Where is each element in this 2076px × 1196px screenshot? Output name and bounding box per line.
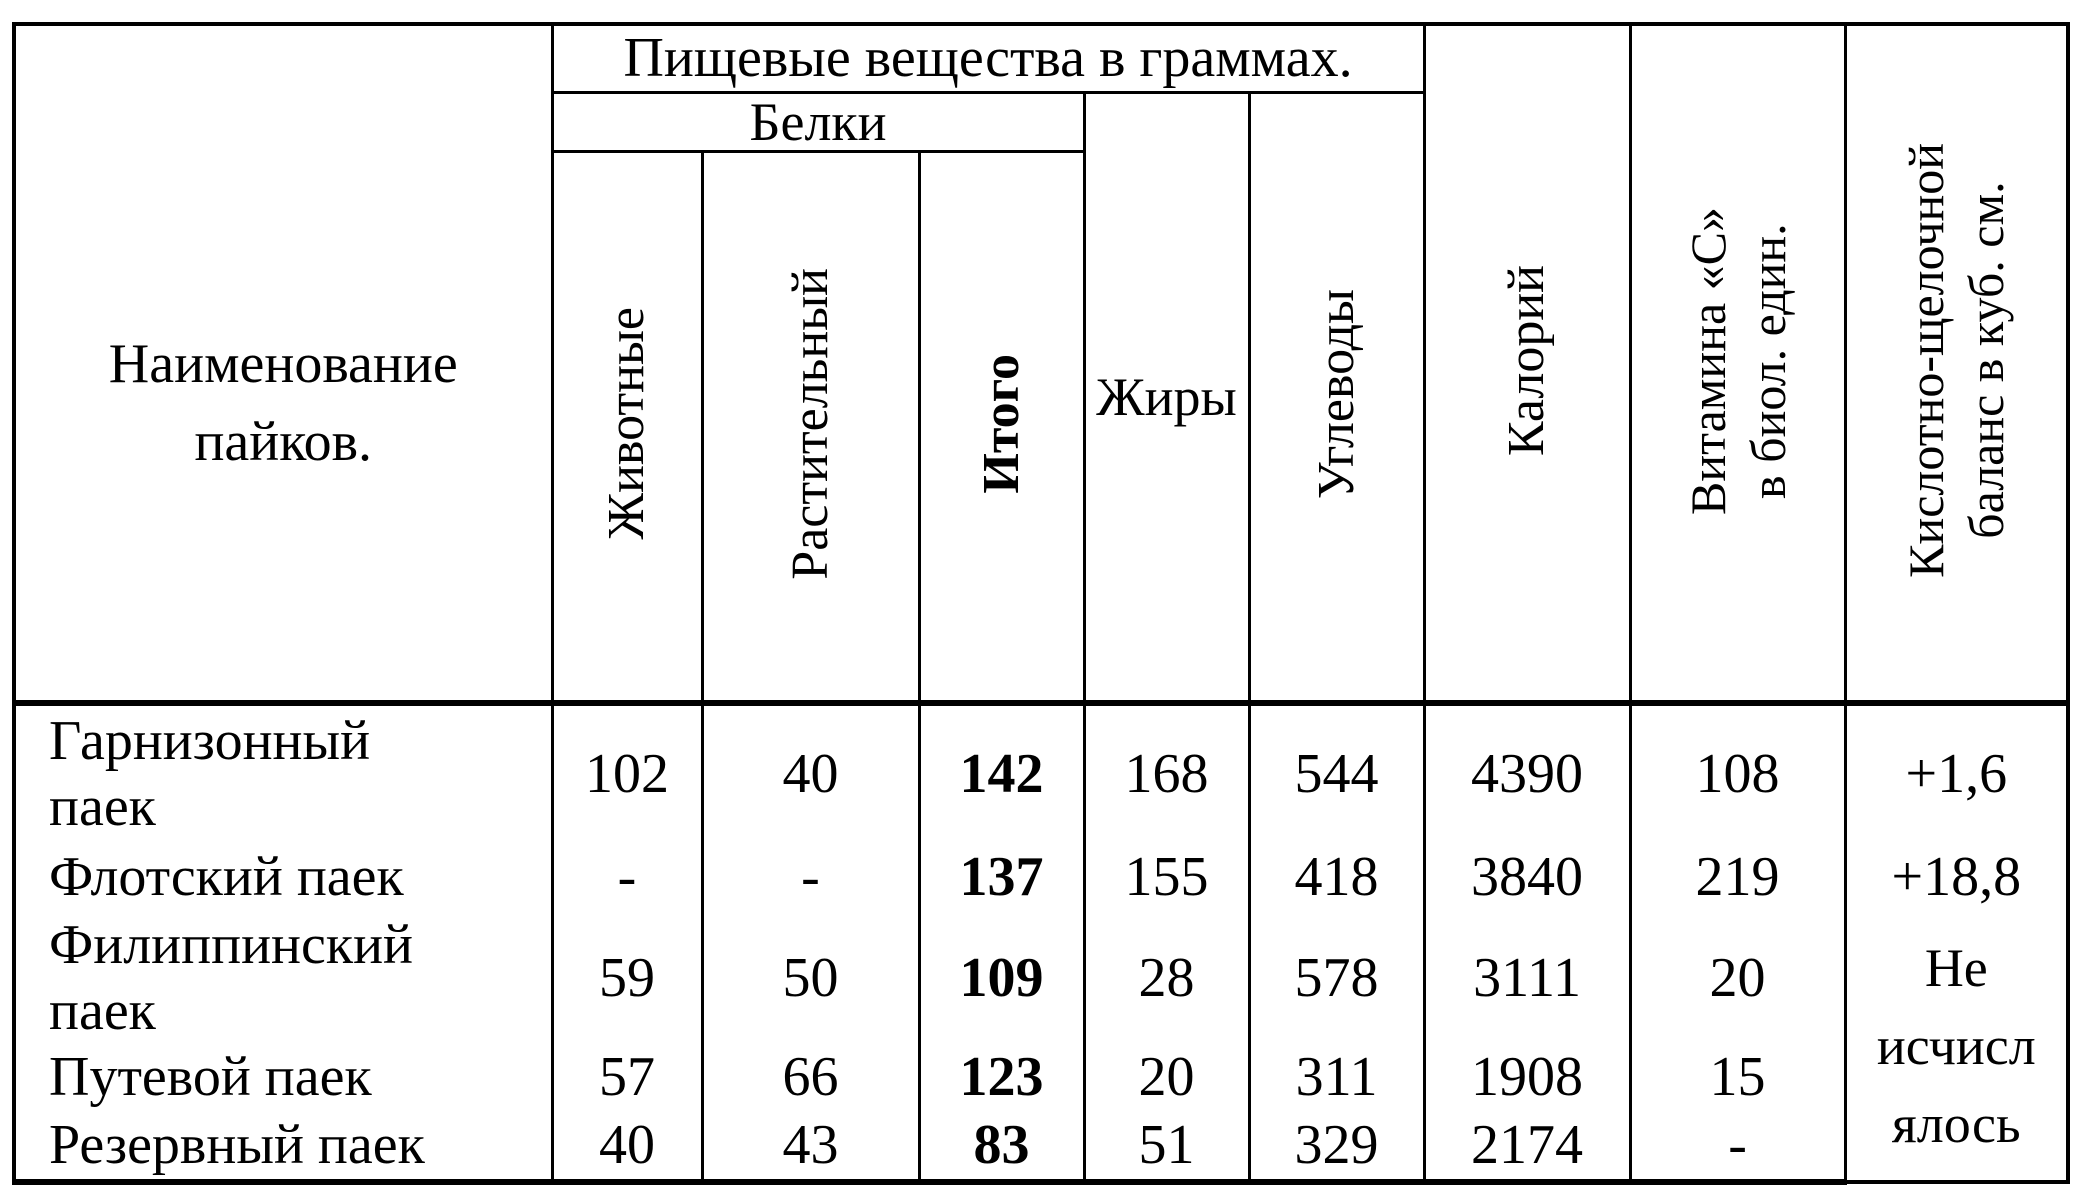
data-cell-fats: 168	[1082, 703, 1251, 842]
data-cell-carbs: 311	[1247, 1044, 1426, 1111]
col-header-carbohydrates: Углеводы	[1247, 90, 1426, 706]
col-header-acid-alkaline-label: Кислотно-щелочной баланс в куб. см.	[1898, 143, 2015, 578]
data-cell-carbs: 329	[1247, 1110, 1426, 1186]
rations-nutrition-table: Наименование пайков. Пищевые вещества в …	[12, 22, 2071, 1186]
data-cell-calories: 2174	[1422, 1110, 1632, 1186]
data-cell-fats: 51	[1082, 1110, 1251, 1186]
data-cell-carbs: 418	[1247, 842, 1426, 912]
data-cell-vegetable: 40	[700, 703, 921, 842]
data-cell-vitamin-c: 108	[1628, 703, 1847, 842]
data-cell-animal: 57	[550, 1044, 704, 1111]
data-cell-carbs: 578	[1247, 912, 1426, 1045]
data-cell-calories: 3111	[1422, 912, 1632, 1045]
data-cell-fats: 155	[1082, 842, 1251, 912]
group-header-proteins: Белки	[550, 90, 1086, 153]
data-cell-acid-alkaline: +18,8	[1843, 842, 2070, 912]
col-header-fats: Жиры	[1082, 90, 1251, 706]
col-header-animal-proteins: Животные	[550, 149, 704, 706]
data-cell-vegetable: -	[700, 842, 921, 912]
data-cell-vegetable: 50	[700, 912, 921, 1045]
table-row-garrison-ration: Гарнизонный паек 102 40 142 168 544 4390…	[12, 703, 2070, 842]
row-label: Гарнизонный паек	[12, 703, 554, 842]
data-cell-vegetable: 43	[700, 1110, 921, 1186]
data-cell-vitamin-c: -	[1628, 1110, 1847, 1186]
table-row-navy-ration: Флотский паек - - 137 155 418 3840 219 +…	[12, 842, 2070, 912]
col-header-animal-label: Животные	[598, 307, 656, 540]
col-header-total-label: Итого	[972, 353, 1030, 494]
data-cell-total: 109	[917, 912, 1086, 1045]
col-header-vegetable-proteins: Растительный	[700, 149, 921, 706]
col-header-vitamin-c: Витамина «С» в биол. един.	[1628, 22, 1847, 706]
col-header-ration-name: Наименование пайков.	[12, 22, 554, 706]
row-label: Филиппинский паек	[12, 912, 554, 1045]
data-cell-animal: 102	[550, 703, 704, 842]
col-header-vegetable-label: Растительный	[781, 267, 839, 580]
table-row-travel-ration: Путевой паек 57 66 123 20 311 1908 15	[12, 1044, 2068, 1111]
row-label: Флотский паек	[12, 842, 554, 912]
table-row-reserve-ration: Резервный паек 40 43 83 51 329 2174 -	[12, 1110, 2068, 1186]
data-cell-total: 142	[917, 703, 1086, 842]
data-cell-animal: 59	[550, 912, 704, 1045]
col-header-calories-label: Калорий	[1498, 264, 1556, 457]
data-cell-vitamin-c: 219	[1628, 842, 1847, 912]
data-cell-total: 83	[917, 1110, 1086, 1186]
data-cell-acid-alkaline: +1,6	[1843, 703, 2070, 842]
col-header-calories: Калорий	[1422, 22, 1632, 706]
col-header-total-proteins: Итого	[917, 149, 1086, 706]
data-cell-carbs: 544	[1247, 703, 1426, 842]
col-header-acid-alkaline-balance: Кислотно-щелочной баланс в куб. см.	[1843, 22, 2070, 706]
row-label: Резервный паек	[12, 1110, 554, 1186]
row-label: Путевой паек	[12, 1044, 554, 1111]
data-cell-animal: -	[550, 842, 704, 912]
data-cell-fats: 28	[1082, 912, 1251, 1045]
data-cell-calories: 3840	[1422, 842, 1632, 912]
data-cell-total: 123	[917, 1044, 1086, 1111]
col-header-vitamin-c-label: Витамина «С» в биол. един.	[1679, 206, 1796, 515]
col-header-carbohydrates-label: Углеводы	[1307, 289, 1365, 500]
data-cell-calories: 1908	[1422, 1044, 1632, 1111]
data-cell-calories: 4390	[1422, 703, 1632, 842]
group-header-nutrients-in-grams: Пищевые вещества в граммах.	[550, 22, 1426, 94]
data-cell-fats: 20	[1082, 1044, 1251, 1111]
data-cell-vitamin-c: 20	[1628, 912, 1847, 1045]
data-cell-vegetable: 66	[700, 1044, 921, 1111]
data-cell-not-calculated: Не исчисл ялось	[1843, 912, 2070, 1183]
data-cell-animal: 40	[550, 1110, 704, 1186]
data-cell-vitamin-c: 15	[1628, 1044, 1847, 1111]
data-cell-total: 137	[917, 842, 1086, 912]
table-row-philippine-ration: Филиппинский паек 59 50 109 28 578 3111 …	[12, 912, 2070, 1183]
